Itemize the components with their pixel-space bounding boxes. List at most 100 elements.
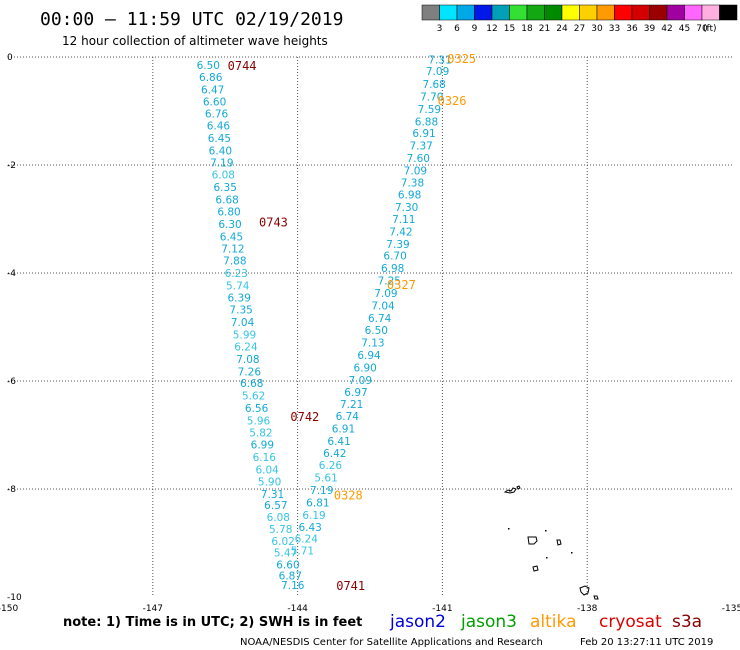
wave-height-label: 7.16 (281, 580, 305, 592)
wave-height-label: 7.21 (340, 399, 363, 411)
wave-height-label: 7.37 (409, 141, 432, 153)
pass-time-label: 0744 (228, 59, 257, 73)
island-shape (532, 565, 539, 572)
pass-time-label: 0328 (334, 488, 363, 502)
wave-height-label: 6.46 (207, 121, 231, 133)
wave-height-label: 7.09 (426, 66, 449, 78)
footer-timestamp: Feb 20 13:27:11 UTC 2019 (580, 637, 713, 648)
x-tick-label: -144 (287, 604, 308, 614)
wave-height-label: 5.47 (274, 548, 297, 560)
wave-height-label: 6.24 (234, 341, 258, 353)
scale-label: 70 (696, 24, 708, 34)
wave-height-label: 5.78 (269, 524, 292, 536)
x-tick-label: -141 (432, 604, 452, 614)
wave-height-label: 7.08 (236, 354, 259, 366)
wave-height-label: 6.88 (415, 116, 438, 128)
wave-height-label: 6.57 (264, 500, 287, 512)
wave-height-label: 6.47 (201, 84, 224, 96)
scale-swatch (421, 4, 440, 21)
scale-swatch (649, 4, 668, 21)
scale-label: 27 (574, 24, 585, 34)
scale-label: 39 (644, 24, 656, 34)
scale-label: 9 (472, 24, 478, 34)
pass-time-label: 0327 (387, 278, 416, 292)
map-grid: -150 -147 -144 -141 -138 -135 0 -2 -4 -6 -8 -10 (0, 53, 740, 614)
legend-jason3: jason3 (460, 612, 517, 632)
wave-height-label: 7.09 (374, 288, 397, 300)
x-tick-label: -138 (577, 604, 598, 614)
island-outlines (503, 485, 599, 600)
wave-height-label: 6.87 (279, 570, 302, 582)
island-shape (503, 487, 517, 494)
scale-swatch (666, 4, 685, 21)
wave-height-label: 7.31 (261, 489, 284, 501)
wave-height-label: 6.50 (365, 325, 388, 337)
wave-height-label: 7.31 (428, 55, 451, 67)
footer-credit: NOAA/NESDIS Center for Satellite Applica… (240, 637, 543, 648)
wave-height-label: 6.39 (228, 292, 251, 304)
scale-swatch (596, 4, 615, 21)
wave-height-label: 7.42 (389, 226, 412, 238)
wave-height-label: 5.61 (314, 473, 337, 485)
wave-height-label: 6.86 (199, 72, 223, 84)
wave-height-label: 7.59 (418, 104, 441, 116)
scale-label: 30 (591, 24, 603, 34)
wave-height-label: 7.09 (349, 375, 372, 387)
wave-height-label: 7.09 (404, 165, 427, 177)
wave-height-label: 6.23 (225, 268, 248, 280)
y-tick-label: -8 (7, 485, 16, 495)
wave-height-label: 7.12 (221, 244, 244, 256)
wave-height-label: 7.19 (210, 157, 233, 169)
island-dot (508, 528, 510, 530)
wave-height-label: 6.90 (353, 363, 376, 375)
x-tick-label: -147 (143, 604, 163, 614)
wave-height-label: 6.70 (383, 251, 406, 263)
wave-height-label: 7.39 (386, 239, 409, 251)
island-shape (556, 539, 562, 546)
y-tick-label: 0 (7, 53, 13, 63)
wave-height-label: 5.90 (258, 476, 281, 488)
page-subtitle: 12 hour collection of altimeter wave hei… (62, 34, 328, 48)
scale-label: 3 (437, 24, 443, 34)
wave-height-label: 7.11 (392, 214, 415, 226)
scale-swatch (701, 4, 720, 21)
scale-swatch (491, 4, 510, 21)
wave-height-label: 6.41 (327, 436, 350, 448)
wave-height-label: 6.91 (332, 424, 355, 436)
scale-swatch (631, 4, 650, 21)
island-dot (546, 557, 548, 559)
wave-height-color-scale: 3 6 9 12 15 18 21 24 27 30 33 36 39 42 45 70(ft) (421, 4, 738, 34)
wave-height-label: 6.60 (203, 96, 226, 108)
wave-height-label: 7.88 (223, 256, 246, 268)
wave-height-label: 6.98 (381, 263, 404, 275)
wave-height-label: 6.50 (197, 60, 220, 72)
pass-time-label: 0742 (290, 410, 319, 424)
wave-height-label: 7.13 (361, 338, 384, 350)
wave-height-label: 6.94 (357, 350, 381, 362)
legend-cryosat: cryosat (599, 612, 662, 632)
wave-height-label: 5.96 (247, 415, 271, 427)
scale-swatch (684, 4, 703, 21)
scale-swatch (544, 4, 563, 21)
island-dot (571, 552, 573, 554)
wave-height-label: 6.35 (214, 182, 237, 194)
wave-height-label: 6.08 (212, 170, 235, 182)
wave-height-label: 6.97 (344, 387, 367, 399)
island-shape (516, 485, 521, 490)
scale-label: 18 (521, 24, 533, 34)
wave-height-label: 7.26 (238, 366, 262, 378)
wave-height-label: 6.68 (240, 378, 263, 390)
wave-height-label: 6.43 (298, 522, 321, 534)
pass-time-label: 0741 (336, 579, 365, 593)
scale-swatch (719, 4, 738, 21)
wave-height-label: 7.38 (401, 177, 424, 189)
wave-height-label: 6.99 (251, 440, 274, 452)
scale-swatch (439, 4, 458, 21)
scale-label: 24 (556, 24, 568, 34)
legend-jason2: jason2 (389, 612, 446, 632)
wave-height-tracks: 6.506.866.476.606.766.466.456.407.196.08… (197, 52, 477, 593)
wave-height-label: 6.81 (306, 498, 329, 510)
pass-time-label: 0743 (259, 216, 288, 230)
island-dot (545, 530, 547, 532)
